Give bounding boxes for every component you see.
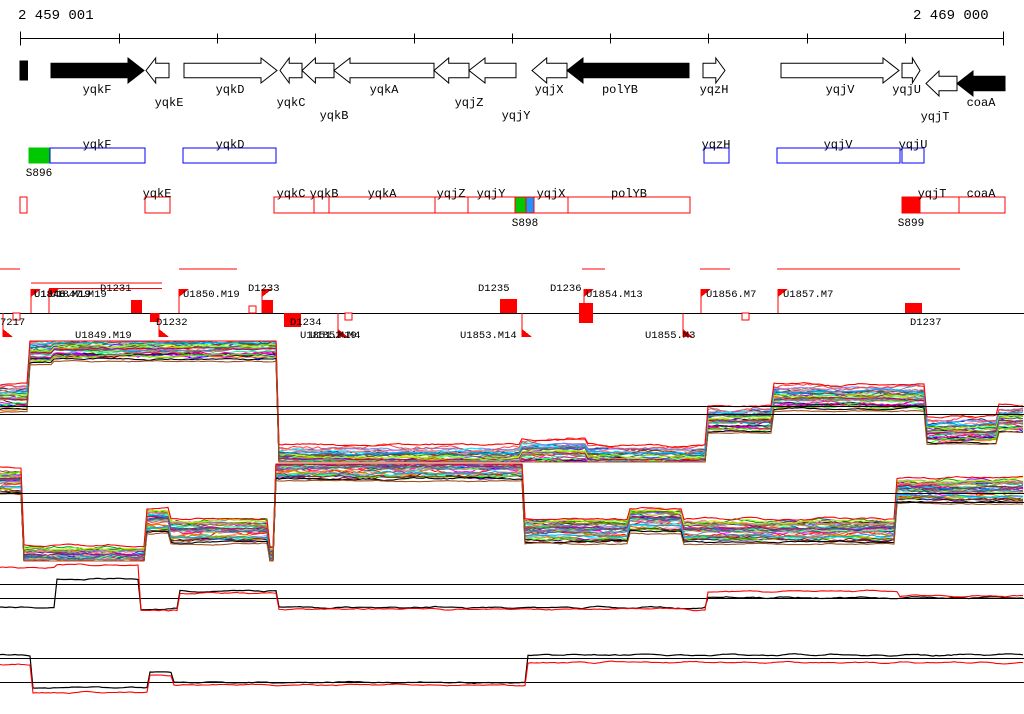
svg-text:yqkB: yqkB [320, 109, 349, 123]
svg-text:D1233: D1233 [248, 283, 280, 295]
svg-text:yqkF: yqkF [83, 138, 112, 152]
svg-text:yqkD: yqkD [216, 83, 245, 97]
svg-text:U1849.M19: U1849.M19 [75, 330, 132, 342]
svg-text:yqjT: yqjT [921, 110, 950, 124]
svg-text:D1231: D1231 [100, 283, 132, 295]
svg-text:yqkE: yqkE [143, 187, 172, 201]
svg-text:D1234: D1234 [290, 317, 322, 329]
svg-text:D1232: D1232 [156, 317, 188, 329]
svg-text:yqjV: yqjV [826, 83, 856, 97]
svg-text:yqkB: yqkB [310, 187, 339, 201]
svg-text:yqjY: yqjY [502, 109, 531, 123]
svg-text:D1235: D1235 [478, 283, 510, 295]
svg-text:yqjV: yqjV [824, 138, 854, 152]
svg-text:U1857.M7: U1857.M7 [783, 289, 833, 301]
svg-text:yqjX: yqjX [535, 83, 564, 97]
svg-text:U1855.M3: U1855.M3 [645, 330, 695, 342]
svg-text:yqkD: yqkD [216, 138, 245, 152]
svg-text:coaA: coaA [967, 187, 997, 201]
svg-text:D1236: D1236 [550, 283, 582, 295]
svg-text:S898: S898 [512, 218, 538, 230]
svg-text:U1847.M19: U1847.M19 [50, 289, 107, 301]
svg-text:U1854.M13: U1854.M13 [586, 289, 643, 301]
svg-text:U1853.M14: U1853.M14 [460, 330, 517, 342]
svg-text:2 469 000: 2 469 000 [913, 8, 989, 24]
svg-text:S899: S899 [898, 218, 924, 230]
svg-text:yqjU: yqjU [892, 83, 921, 97]
svg-text:yqkA: yqkA [370, 83, 400, 97]
svg-text:yqjT: yqjT [918, 187, 947, 201]
svg-text:7217: 7217 [0, 317, 25, 329]
svg-text:U1852.M4: U1852.M4 [310, 330, 360, 342]
svg-text:yqjY: yqjY [477, 187, 506, 201]
svg-text:yqjZ: yqjZ [455, 96, 484, 110]
svg-text:S896: S896 [26, 168, 52, 180]
svg-text:yqkF: yqkF [83, 83, 112, 97]
svg-text:yqjZ: yqjZ [437, 187, 466, 201]
svg-text:yqzH: yqzH [700, 83, 729, 97]
svg-text:U1856.M7: U1856.M7 [706, 289, 756, 301]
svg-text:polYB: polYB [611, 187, 647, 201]
svg-text:D1237: D1237 [910, 317, 942, 329]
svg-text:yqzH: yqzH [702, 138, 731, 152]
svg-text:coaA: coaA [967, 96, 997, 110]
svg-text:yqkC: yqkC [277, 187, 306, 201]
svg-text:polYB: polYB [602, 83, 638, 97]
svg-text:yqkE: yqkE [155, 96, 184, 110]
svg-text:yqkC: yqkC [277, 96, 306, 110]
svg-text:U1850.M19: U1850.M19 [183, 289, 240, 301]
svg-text:yqjX: yqjX [537, 187, 566, 201]
svg-text:2 459 001: 2 459 001 [18, 8, 94, 24]
svg-text:yqjU: yqjU [899, 138, 928, 152]
svg-text:yqkA: yqkA [368, 187, 398, 201]
